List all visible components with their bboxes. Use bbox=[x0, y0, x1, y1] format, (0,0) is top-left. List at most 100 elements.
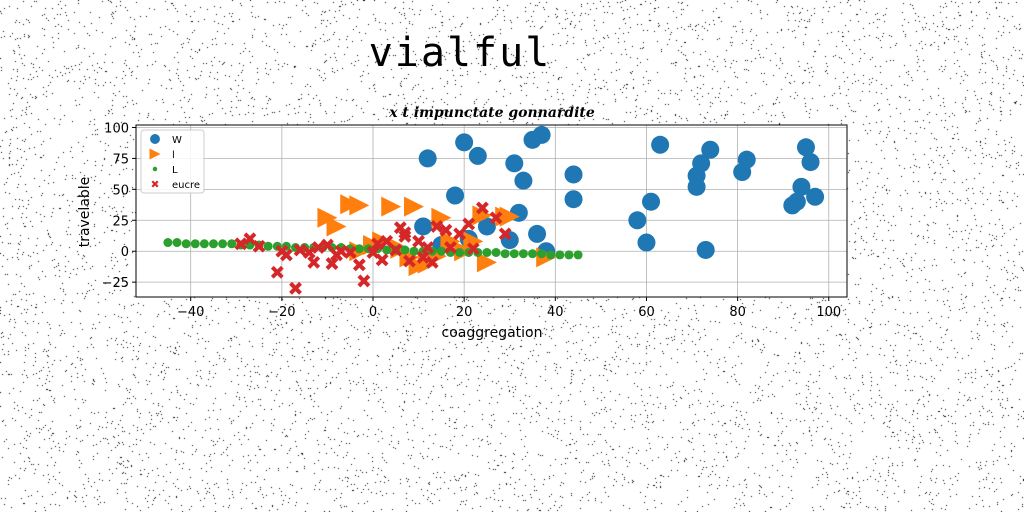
data-point-dot bbox=[455, 247, 465, 257]
data-point-x bbox=[416, 250, 430, 264]
data-point-dot bbox=[436, 246, 446, 256]
x-stroke bbox=[375, 253, 389, 267]
data-point-circle bbox=[564, 190, 583, 209]
legend-label: l bbox=[172, 150, 175, 161]
data-point-x bbox=[321, 238, 334, 252]
x-stroke bbox=[398, 226, 412, 240]
data-point-triangle bbox=[381, 196, 402, 217]
x-stroke bbox=[425, 255, 439, 269]
plot-frame bbox=[135, 124, 848, 298]
data-point-dot bbox=[263, 241, 273, 251]
x-stroke bbox=[307, 255, 321, 269]
x-axis-ticks: −40 −20 0 20 40 60 80 100 bbox=[177, 297, 841, 320]
data-point-x bbox=[307, 255, 321, 269]
data-point-dot bbox=[555, 250, 565, 260]
x-stroke bbox=[311, 241, 325, 254]
x-stroke bbox=[243, 232, 257, 246]
data-point-x bbox=[498, 227, 512, 241]
x-stroke bbox=[439, 223, 453, 237]
data-point-x bbox=[475, 201, 489, 215]
data-point-x bbox=[352, 258, 366, 272]
data-point-circle bbox=[532, 125, 551, 144]
data-point-circle bbox=[528, 224, 547, 243]
x-stroke bbox=[302, 246, 316, 259]
data-point-circle bbox=[796, 138, 815, 157]
data-point-dot bbox=[528, 249, 538, 259]
x-stroke bbox=[357, 274, 371, 288]
data-point-x bbox=[375, 253, 389, 267]
x-axis-label: coaggregation bbox=[442, 325, 543, 341]
data-point-circle bbox=[564, 165, 583, 184]
x-stroke bbox=[403, 254, 416, 268]
x-stroke bbox=[498, 227, 512, 241]
x-stroke bbox=[489, 211, 503, 225]
data-point-x bbox=[412, 234, 425, 248]
y-axis-ticks: −25 0 25 50 75 100 bbox=[102, 121, 136, 291]
data-point-dot bbox=[546, 250, 556, 260]
x-stroke bbox=[430, 220, 444, 233]
x-tick-label: 40 bbox=[547, 305, 564, 320]
data-point-x bbox=[293, 243, 307, 257]
legend-label: eucre bbox=[172, 180, 200, 191]
data-point-circle bbox=[737, 150, 756, 169]
data-point-dot bbox=[500, 249, 510, 259]
x-tick-label: 100 bbox=[816, 305, 841, 320]
data-point-circle bbox=[468, 146, 487, 165]
data-point-dot bbox=[218, 239, 228, 249]
x-tick-label: 80 bbox=[729, 305, 746, 320]
x-tick-label: −20 bbox=[268, 305, 295, 320]
x-stroke bbox=[466, 242, 480, 256]
x-stroke bbox=[275, 244, 289, 258]
legend-box bbox=[140, 129, 205, 194]
data-point-dot bbox=[409, 246, 419, 256]
x-stroke bbox=[453, 227, 467, 241]
data-point-circle bbox=[418, 149, 437, 168]
x-stroke bbox=[398, 229, 412, 243]
data-point-x bbox=[403, 254, 416, 268]
data-point-x bbox=[389, 243, 403, 257]
y-axis-label: travelable bbox=[77, 177, 93, 248]
x-stroke bbox=[289, 281, 302, 295]
data-point-circle bbox=[692, 154, 711, 173]
data-point-triangle bbox=[499, 206, 520, 227]
data-point-circle bbox=[514, 171, 533, 190]
data-point-circle bbox=[455, 133, 474, 152]
data-point-circle bbox=[628, 211, 647, 230]
data-point-dot bbox=[152, 166, 158, 172]
data-point-dot bbox=[227, 239, 237, 249]
x-stroke bbox=[371, 237, 384, 251]
chart-title: x t impunctate gonnardite bbox=[388, 105, 595, 121]
data-point-circle bbox=[505, 154, 524, 173]
x-stroke bbox=[421, 241, 435, 254]
y-tick-label: −25 bbox=[102, 276, 129, 291]
data-point-dot bbox=[190, 239, 200, 249]
legend-label: L bbox=[172, 165, 178, 176]
data-point-x bbox=[289, 281, 302, 295]
y-tick-label: 25 bbox=[112, 214, 129, 229]
series-eucre bbox=[234, 201, 512, 295]
data-point-triangle bbox=[440, 231, 461, 252]
data-point-circle bbox=[414, 217, 433, 236]
data-point-dot bbox=[208, 239, 218, 249]
data-point-x bbox=[234, 237, 248, 251]
data-point-dot bbox=[163, 238, 173, 248]
data-point-circle bbox=[642, 192, 661, 211]
data-point-x bbox=[453, 227, 467, 241]
x-stroke bbox=[325, 257, 339, 271]
data-point-dot bbox=[564, 250, 574, 260]
data-point-x bbox=[270, 265, 284, 279]
data-point-circle bbox=[651, 135, 670, 154]
data-point-x bbox=[343, 246, 357, 259]
data-point-triangle bbox=[431, 207, 452, 228]
data-points bbox=[163, 125, 825, 295]
data-point-dot bbox=[354, 244, 364, 254]
x-stroke bbox=[343, 246, 357, 259]
plot-area bbox=[136, 125, 847, 297]
legend-label: W bbox=[172, 135, 182, 146]
data-point-x bbox=[371, 237, 384, 251]
data-point-x bbox=[380, 234, 394, 248]
x-stroke bbox=[412, 234, 425, 248]
data-point-dot bbox=[537, 249, 547, 259]
data-point-x bbox=[302, 246, 316, 259]
